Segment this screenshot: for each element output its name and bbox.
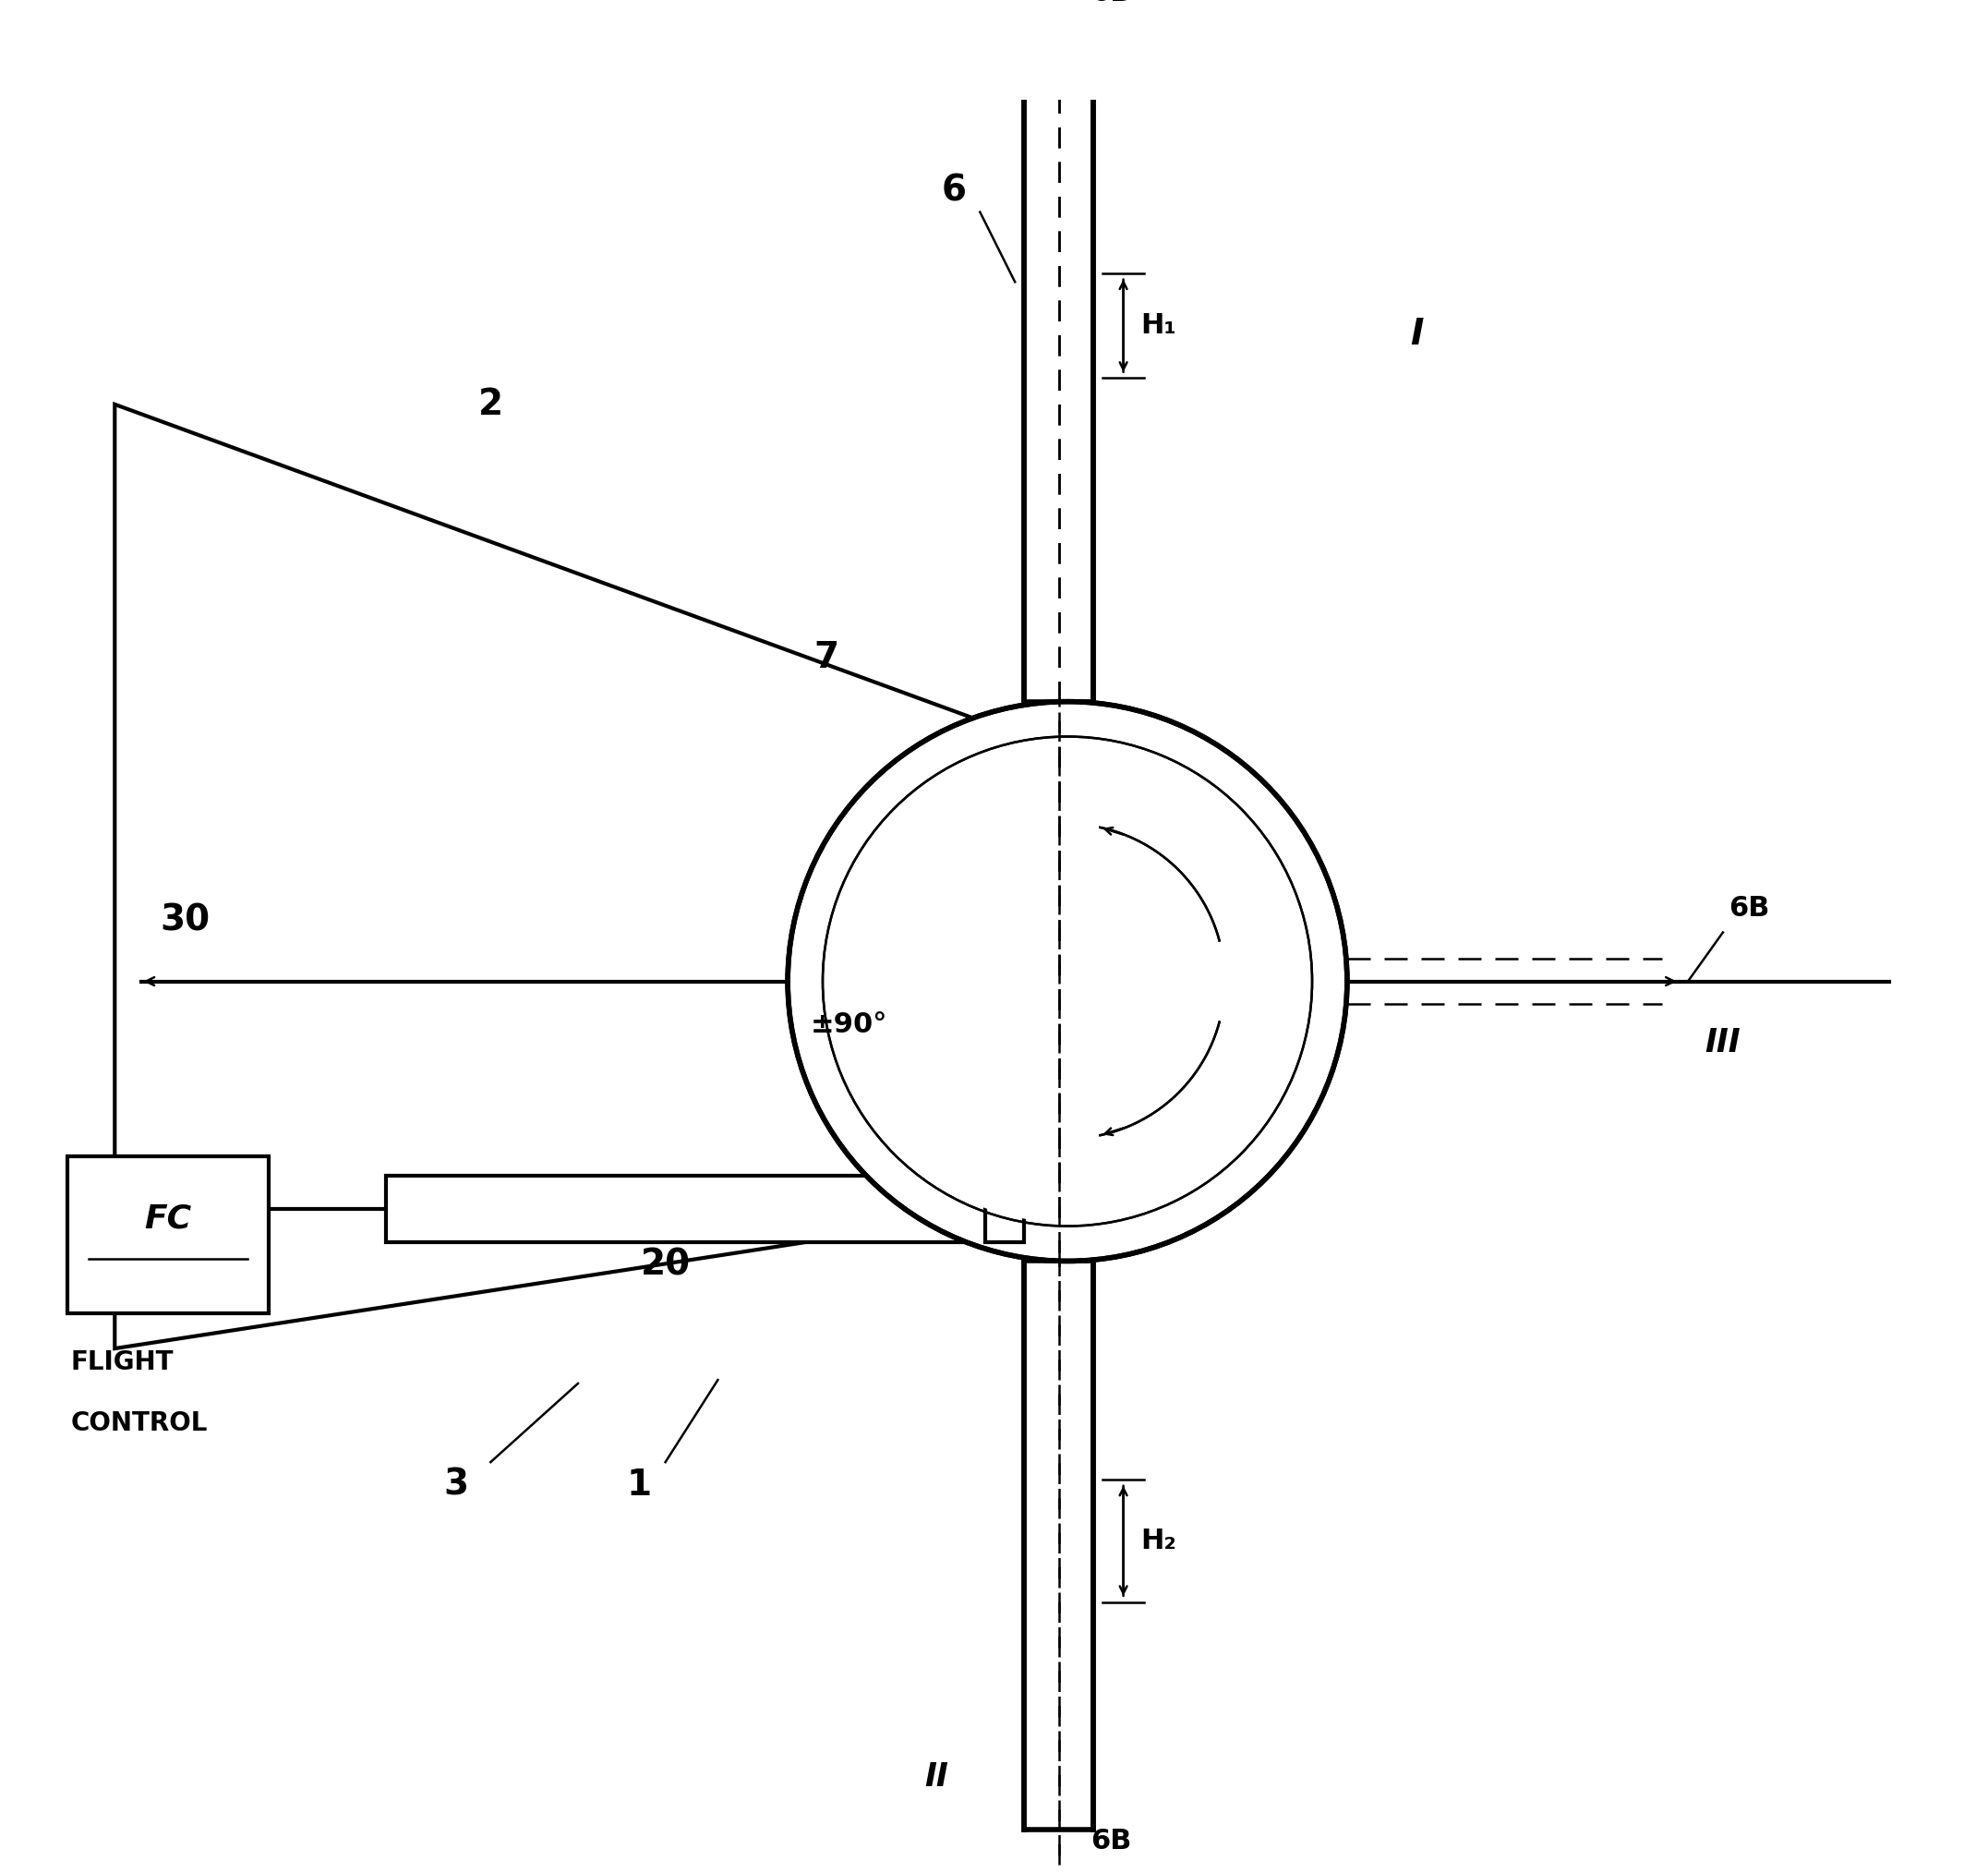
Bar [1024, 37, 1093, 702]
Text: CONTROL: CONTROL [72, 1410, 209, 1437]
Bar [386, 1176, 980, 1242]
Circle shape [827, 740, 1308, 1223]
Text: 6A: 6A [1201, 923, 1248, 955]
Text: H₁: H₁ [1141, 313, 1177, 339]
Text: 20: 20 [640, 1247, 690, 1283]
Text: 2: 2 [477, 388, 503, 421]
Text: 7: 7 [813, 641, 839, 676]
Bar [1024, 1261, 1093, 1830]
Text: 4: 4 [1070, 1349, 1093, 1384]
Text: H₂: H₂ [1141, 1526, 1177, 1555]
Text: III: III [1706, 1026, 1741, 1058]
Text: 6B: 6B [1730, 895, 1769, 922]
Text: 6B: 6B [1091, 0, 1131, 7]
Bar [68, 1156, 268, 1313]
Text: 5: 5 [1129, 1107, 1153, 1143]
Text: FLIGHT: FLIGHT [72, 1350, 175, 1375]
Text: 1: 1 [626, 1467, 652, 1502]
Circle shape [787, 702, 1348, 1261]
Text: 3: 3 [443, 1467, 467, 1502]
Text: II: II [924, 1761, 948, 1792]
Polygon shape [115, 405, 1024, 1349]
Text: FC: FC [145, 1204, 191, 1234]
Text: I: I [1409, 317, 1423, 352]
Text: 6B: 6B [1091, 1828, 1131, 1854]
Bar [986, 1176, 1024, 1242]
Text: 30: 30 [159, 903, 209, 938]
Text: 6: 6 [942, 174, 966, 208]
Text: ±90°: ±90° [811, 1011, 887, 1038]
Text: ±90°: ±90° [811, 1011, 887, 1038]
